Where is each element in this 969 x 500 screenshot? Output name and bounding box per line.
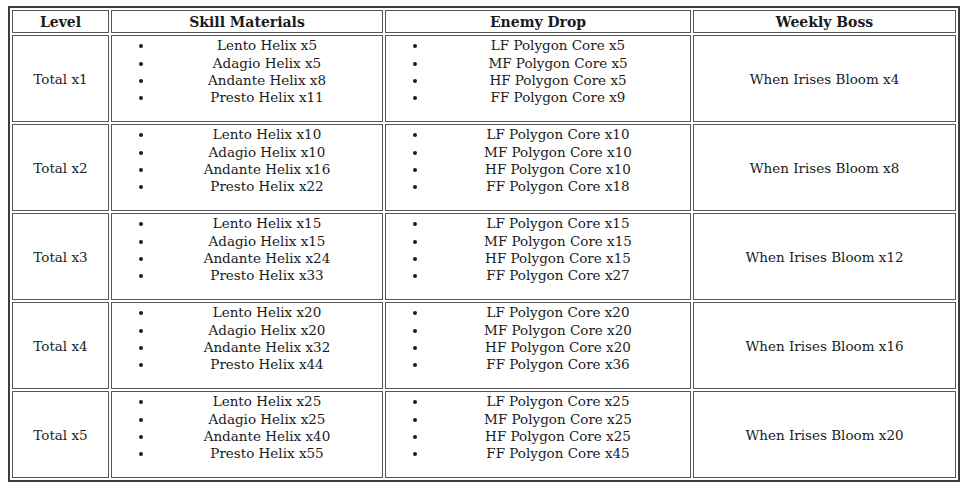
list-item: Adagio Helix x15 [154,233,380,250]
level-cell: Total x2 [12,124,109,211]
list-item: MF Polygon Core x20 [428,322,688,339]
header-skill-materials: Skill Materials [111,10,383,33]
skill-materials-list: Lento Helix x5 Adagio Helix x5 Andante H… [114,37,380,107]
list-item: Presto Helix x55 [154,445,380,462]
skill-materials-list: Lento Helix x20 Adagio Helix x20 Andante… [114,304,380,374]
list-item: MF Polygon Core x10 [428,144,688,161]
table-row: Total x2 Lento Helix x10 Adagio Helix x1… [12,124,956,211]
list-item: Lento Helix x10 [154,126,380,143]
table-row: Total x4 Lento Helix x20 Adagio Helix x2… [12,302,956,389]
list-item: Andante Helix x40 [154,428,380,445]
list-item: Presto Helix x33 [154,267,380,284]
enemy-drop-list: LF Polygon Core x10 MF Polygon Core x10 … [388,126,688,196]
list-item: Adagio Helix x5 [154,55,380,72]
weekly-boss-cell: When Irises Bloom x8 [693,124,956,211]
list-item: Lento Helix x15 [154,215,380,232]
skill-materials-cell: Lento Helix x25 Adagio Helix x25 Andante… [111,391,383,478]
list-item: LF Polygon Core x10 [428,126,688,143]
list-item: Lento Helix x25 [154,393,380,410]
table-row: Total x5 Lento Helix x25 Adagio Helix x2… [12,391,956,478]
list-item: Adagio Helix x10 [154,144,380,161]
header-weekly-boss: Weekly Boss [693,10,956,33]
enemy-drop-cell: LF Polygon Core x15 MF Polygon Core x15 … [385,213,691,300]
header-level: Level [12,10,109,33]
list-item: Adagio Helix x20 [154,322,380,339]
list-item: Presto Helix x11 [154,89,380,106]
weekly-boss-cell: When Irises Bloom x16 [693,302,956,389]
skill-materials-list: Lento Helix x25 Adagio Helix x25 Andante… [114,393,380,463]
header-enemy-drop: Enemy Drop [385,10,691,33]
list-item: FF Polygon Core x27 [428,267,688,284]
list-item: MF Polygon Core x5 [428,55,688,72]
list-item: HF Polygon Core x20 [428,339,688,356]
list-item: Andante Helix x24 [154,250,380,267]
list-item: FF Polygon Core x9 [428,89,688,106]
header-row: Level Skill Materials Enemy Drop Weekly … [12,10,956,33]
enemy-drop-list: LF Polygon Core x5 MF Polygon Core x5 HF… [388,37,688,107]
list-item: HF Polygon Core x25 [428,428,688,445]
list-item: FF Polygon Core x18 [428,178,688,195]
weekly-boss-cell: When Irises Bloom x12 [693,213,956,300]
list-item: Andante Helix x8 [154,72,380,89]
list-item: Presto Helix x44 [154,356,380,373]
level-cell: Total x3 [12,213,109,300]
list-item: FF Polygon Core x36 [428,356,688,373]
weekly-boss-cell: When Irises Bloom x20 [693,391,956,478]
list-item: LF Polygon Core x15 [428,215,688,232]
level-materials-table: Level Skill Materials Enemy Drop Weekly … [8,6,960,482]
level-cell: Total x1 [12,35,109,122]
table-row: Total x3 Lento Helix x15 Adagio Helix x1… [12,213,956,300]
skill-materials-cell: Lento Helix x10 Adagio Helix x10 Andante… [111,124,383,211]
enemy-drop-list: LF Polygon Core x15 MF Polygon Core x15 … [388,215,688,285]
list-item: MF Polygon Core x25 [428,411,688,428]
level-cell: Total x5 [12,391,109,478]
list-item: LF Polygon Core x20 [428,304,688,321]
enemy-drop-list: LF Polygon Core x25 MF Polygon Core x25 … [388,393,688,463]
enemy-drop-list: LF Polygon Core x20 MF Polygon Core x20 … [388,304,688,374]
list-item: MF Polygon Core x15 [428,233,688,250]
skill-materials-cell: Lento Helix x5 Adagio Helix x5 Andante H… [111,35,383,122]
skill-materials-cell: Lento Helix x20 Adagio Helix x20 Andante… [111,302,383,389]
list-item: FF Polygon Core x45 [428,445,688,462]
skill-materials-cell: Lento Helix x15 Adagio Helix x15 Andante… [111,213,383,300]
enemy-drop-cell: LF Polygon Core x10 MF Polygon Core x10 … [385,124,691,211]
list-item: Presto Helix x22 [154,178,380,195]
list-item: Lento Helix x20 [154,304,380,321]
level-cell: Total x4 [12,302,109,389]
enemy-drop-cell: LF Polygon Core x25 MF Polygon Core x25 … [385,391,691,478]
weekly-boss-cell: When Irises Bloom x4 [693,35,956,122]
table-row: Total x1 Lento Helix x5 Adagio Helix x5 … [12,35,956,122]
list-item: Lento Helix x5 [154,37,380,54]
list-item: HF Polygon Core x10 [428,161,688,178]
list-item: Andante Helix x16 [154,161,380,178]
skill-materials-list: Lento Helix x10 Adagio Helix x10 Andante… [114,126,380,196]
enemy-drop-cell: LF Polygon Core x5 MF Polygon Core x5 HF… [385,35,691,122]
list-item: HF Polygon Core x5 [428,72,688,89]
skill-materials-list: Lento Helix x15 Adagio Helix x15 Andante… [114,215,380,285]
enemy-drop-cell: LF Polygon Core x20 MF Polygon Core x20 … [385,302,691,389]
list-item: LF Polygon Core x25 [428,393,688,410]
list-item: LF Polygon Core x5 [428,37,688,54]
list-item: HF Polygon Core x15 [428,250,688,267]
list-item: Adagio Helix x25 [154,411,380,428]
list-item: Andante Helix x32 [154,339,380,356]
